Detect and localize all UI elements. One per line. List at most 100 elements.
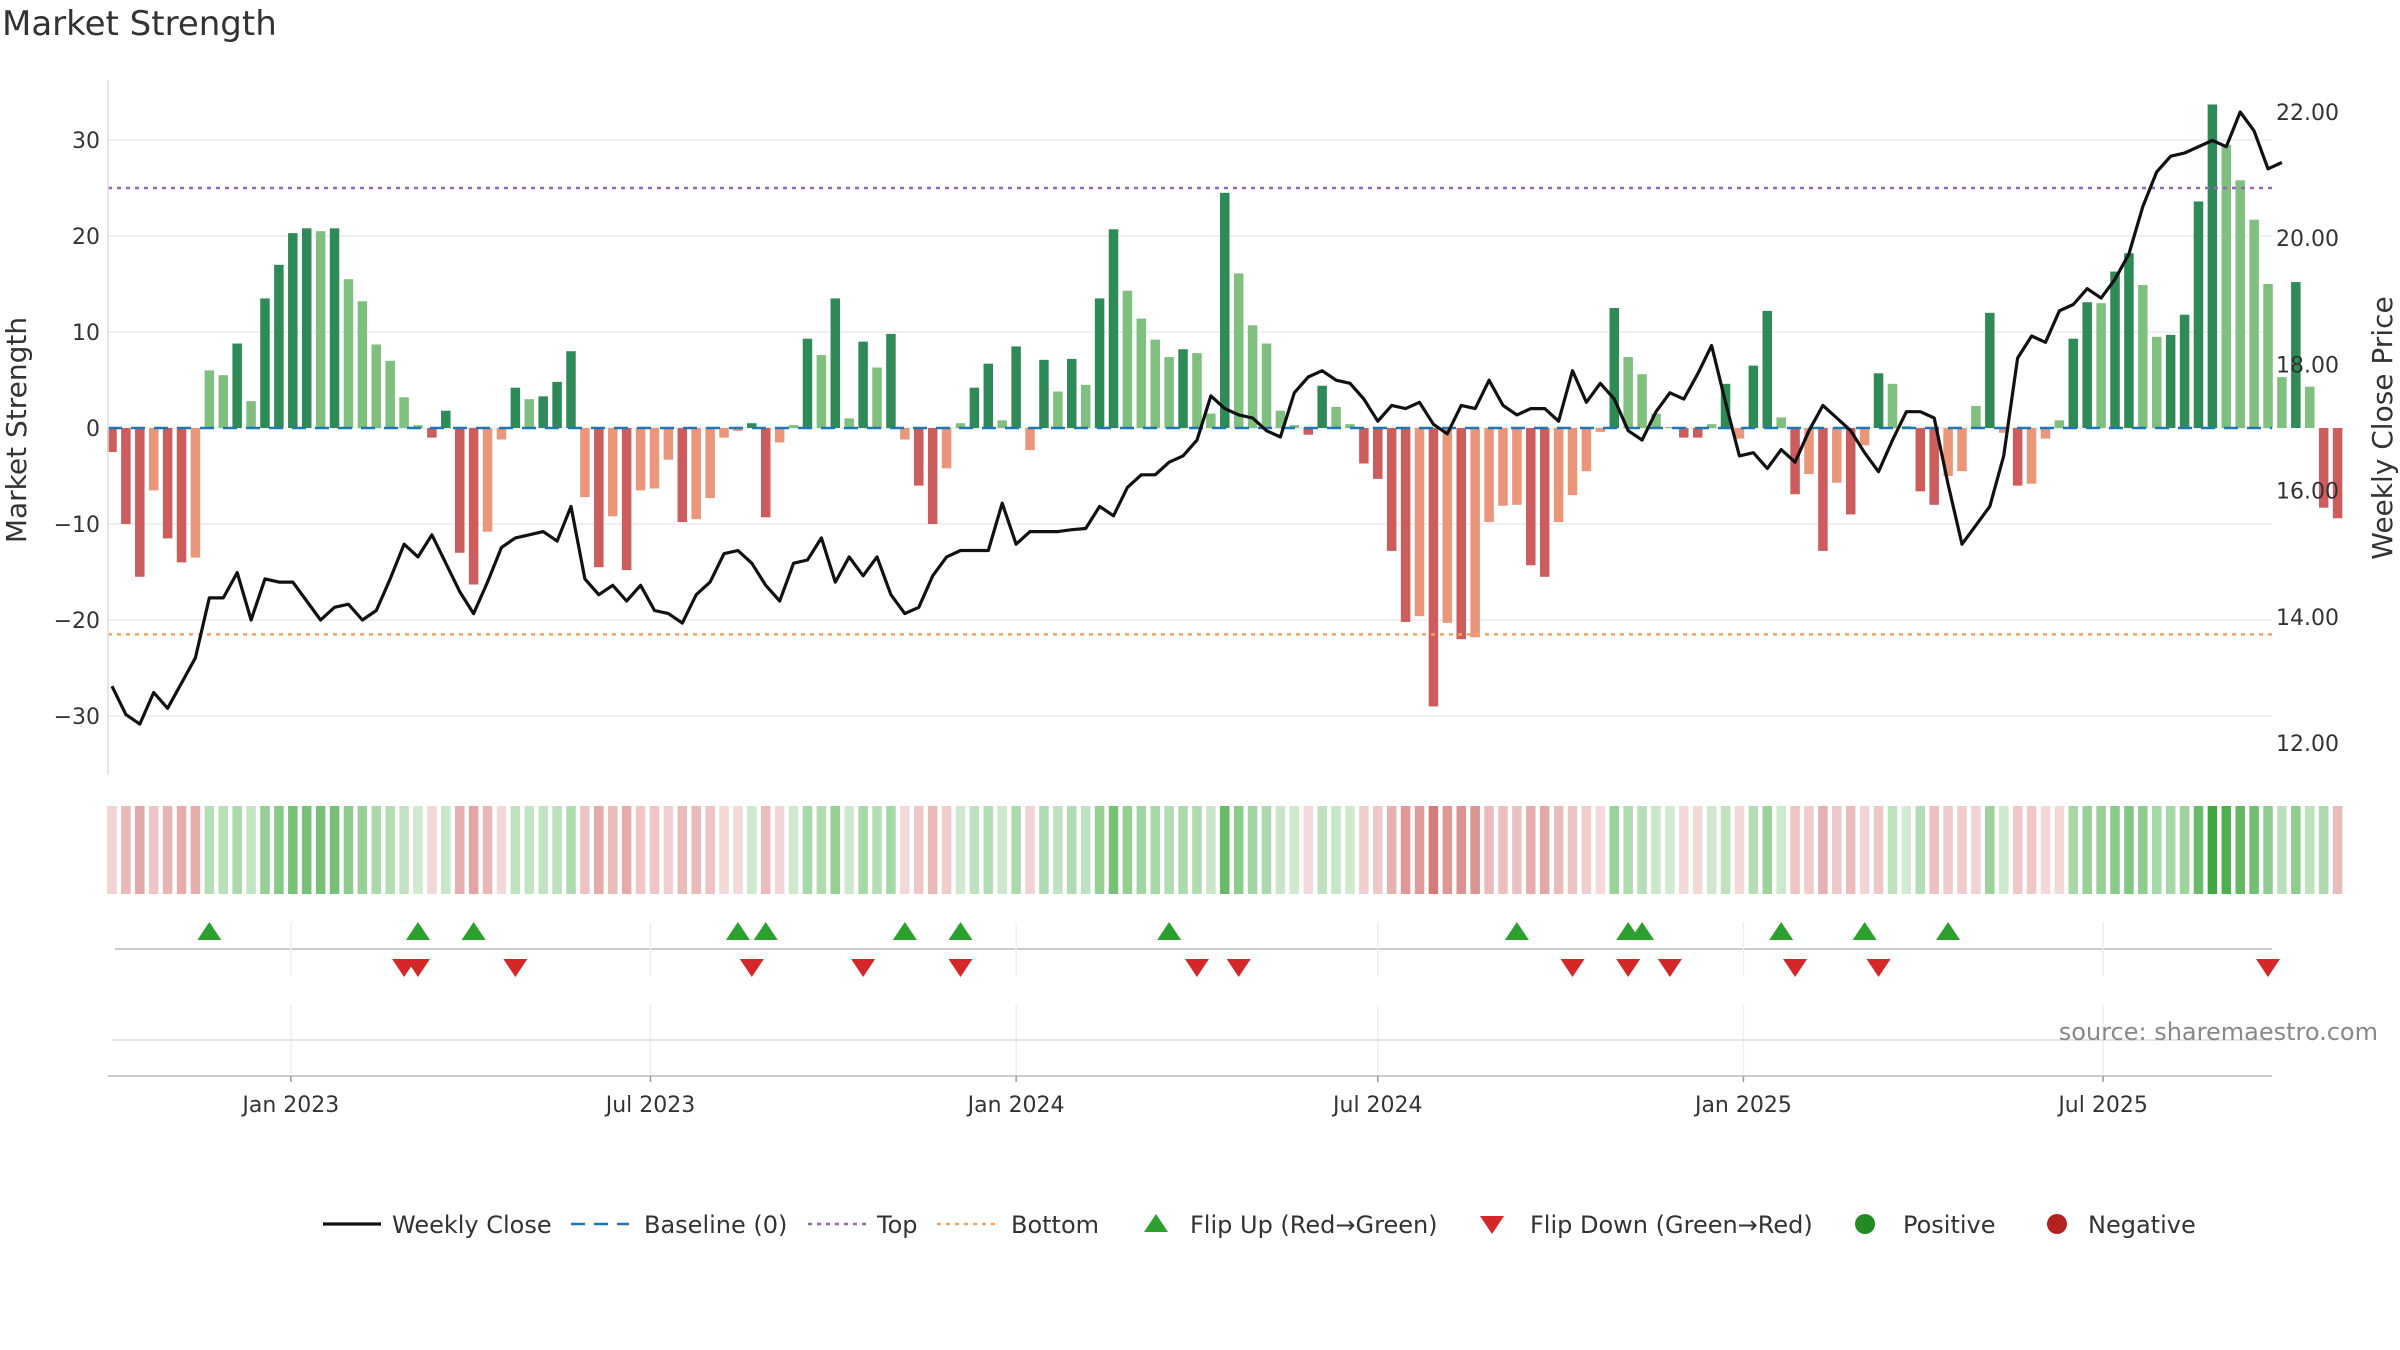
strength-bar (1873, 373, 1884, 428)
regime-cell (1192, 806, 1202, 894)
flip-up-marker (892, 922, 917, 940)
regime-cell (413, 806, 423, 894)
regime-cell (2207, 806, 2218, 894)
regime-cell (1832, 806, 1842, 894)
regime-cell (1303, 806, 1313, 894)
flip-up-marker (461, 922, 486, 940)
regime-cell (1428, 806, 1439, 894)
strength-bar (496, 428, 507, 440)
strength-bar (1108, 229, 1119, 428)
regime-cell (677, 806, 688, 894)
strength-bar (1331, 406, 1341, 428)
strength-bar (399, 397, 409, 428)
regime-cell (691, 806, 701, 894)
regime-cell (1859, 806, 1870, 894)
strength-bar (649, 428, 660, 489)
regime-cell (802, 806, 813, 894)
strength-bar (1067, 358, 1077, 428)
flip-down-marker (1226, 959, 1251, 977)
strength-bar (2249, 219, 2259, 428)
regime-cell (1039, 806, 1049, 894)
strength-bar (413, 425, 423, 428)
strength-bar (844, 418, 854, 428)
flip-up-marker (725, 922, 750, 940)
regime-cell (2096, 806, 2106, 894)
strength-bar (927, 428, 938, 524)
strength-bar (1317, 385, 1327, 428)
regime-cell (941, 806, 952, 894)
regime-cell (2012, 806, 2023, 894)
strength-bar (2318, 428, 2329, 508)
regime-cell (1233, 806, 1244, 894)
regime-cell (2235, 806, 2245, 894)
strength-bar (2096, 303, 2106, 428)
x-tick-label: Jan 2024 (966, 1093, 1065, 1118)
regime-cell (496, 806, 507, 894)
strength-bar (969, 387, 980, 428)
flip-markers (115, 922, 2281, 977)
regime-cell (663, 806, 674, 894)
regime-cell (1679, 806, 1689, 894)
regime-cell (2124, 806, 2134, 894)
regime-cell (1998, 806, 2009, 894)
legend-label: Top (876, 1211, 918, 1239)
strength-bar (1957, 428, 1967, 472)
regime-cell (1553, 806, 1564, 894)
regime-cell (441, 806, 451, 894)
regime-cell (2221, 806, 2232, 894)
regime-cell (955, 806, 966, 894)
weekly-close-line (110, 110, 2283, 726)
regime-cell (1762, 806, 1773, 894)
regime-cell (288, 806, 298, 894)
strength-bar (190, 428, 201, 558)
strength-bar (315, 231, 326, 428)
strength-bar (427, 428, 437, 438)
regime-cell (1915, 806, 1926, 894)
regime-cell (760, 806, 771, 894)
y2-tick-label: 20.00 (2276, 227, 2339, 252)
strength-bar (1998, 428, 2009, 433)
regime-cell (1665, 806, 1675, 894)
regime-cell (1734, 806, 1745, 894)
y2-tick-label: 14.00 (2276, 606, 2339, 631)
regime-cell (482, 806, 493, 894)
strength-bar (2207, 104, 2218, 428)
strength-bar (357, 301, 368, 428)
regime-cell (1289, 806, 1300, 894)
regime-cell (635, 806, 646, 894)
regime-cell (1720, 806, 1731, 894)
strength-bar (1845, 428, 1856, 515)
legend-label: Flip Up (Red→Green) (1190, 1211, 1438, 1239)
strength-bar (1567, 428, 1578, 496)
regime-cell (2179, 806, 2190, 894)
strength-bar (886, 333, 896, 428)
regime-cell (1609, 806, 1620, 894)
y-tick-label: 30 (72, 129, 100, 154)
y2-tick-label: 16.00 (2276, 480, 2339, 505)
strength-bar (816, 355, 827, 428)
flip-down-marker (948, 959, 973, 977)
regime-cell (1136, 806, 1147, 894)
strength-bar (802, 338, 813, 428)
strength-bar (2012, 428, 2023, 486)
strength-bar (1581, 428, 1592, 472)
regime-cell (1845, 806, 1856, 894)
strength-bar (1539, 428, 1550, 577)
regime-cell (1637, 806, 1647, 894)
strength-bar (733, 428, 743, 431)
strength-bar (1609, 308, 1620, 428)
regime-cell (301, 806, 312, 894)
flip-down-marker (405, 959, 430, 977)
strength-bar (1553, 428, 1564, 523)
regime-cell (107, 806, 117, 894)
page-title: Market Strength (2, 4, 277, 44)
regime-cell (997, 806, 1007, 894)
regime-cell (2082, 806, 2092, 894)
x-tick-label: Jan 2025 (1693, 1093, 1792, 1118)
x-tick-label: Jan 2023 (240, 1093, 339, 1118)
regime-cell (162, 806, 173, 894)
strength-bar (2332, 428, 2343, 519)
flip-down-marker (2256, 959, 2281, 977)
regime-cell (1957, 806, 1967, 894)
regime-cell (580, 806, 590, 894)
